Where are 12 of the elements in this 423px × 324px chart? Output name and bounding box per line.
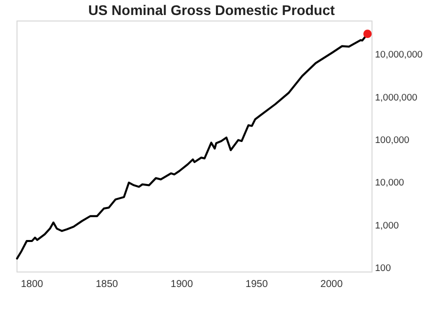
y-tick-label: 100	[375, 263, 391, 274]
x-tick-label: 1850	[96, 279, 118, 290]
chart-title: US Nominal Gross Domestic Product	[88, 2, 336, 18]
y-tick-label: 10,000,000	[375, 50, 423, 61]
y-tick-label: 1,000,000	[375, 92, 418, 104]
x-tick-label: 1800	[20, 279, 44, 290]
x-tick-label: 1950	[246, 279, 268, 290]
y-tick-label: 10,000	[375, 178, 404, 189]
y-tick-label: 100,000	[375, 135, 410, 146]
x-tick-label: 1900	[170, 279, 194, 290]
y-tick-label: 1,000	[375, 220, 399, 232]
x-tick-label: 2000	[320, 279, 344, 290]
